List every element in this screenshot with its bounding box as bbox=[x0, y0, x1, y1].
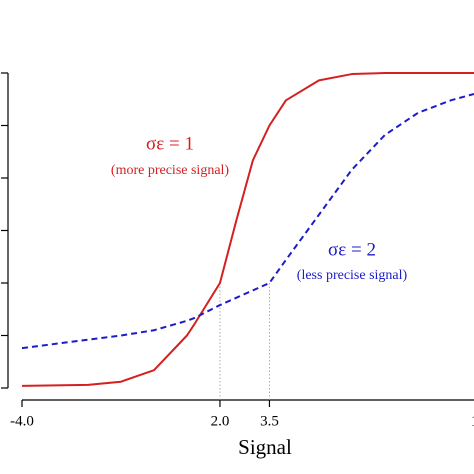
x-tick-label: -4.0 bbox=[10, 413, 34, 429]
x-tick-label: 3.5 bbox=[260, 413, 279, 429]
series-label: σε = 2 bbox=[328, 239, 376, 260]
annotation: (less precise signal) bbox=[297, 268, 408, 283]
x-tick-label: 2.0 bbox=[211, 413, 230, 429]
x-tick-label: 10.0 bbox=[471, 413, 474, 429]
x-axis-label: Signal bbox=[238, 435, 292, 459]
annotation: (more precise signal) bbox=[111, 163, 230, 178]
series-label: σε = 1 bbox=[146, 133, 194, 154]
series-line bbox=[21, 72, 474, 387]
series-line bbox=[21, 93, 474, 350]
